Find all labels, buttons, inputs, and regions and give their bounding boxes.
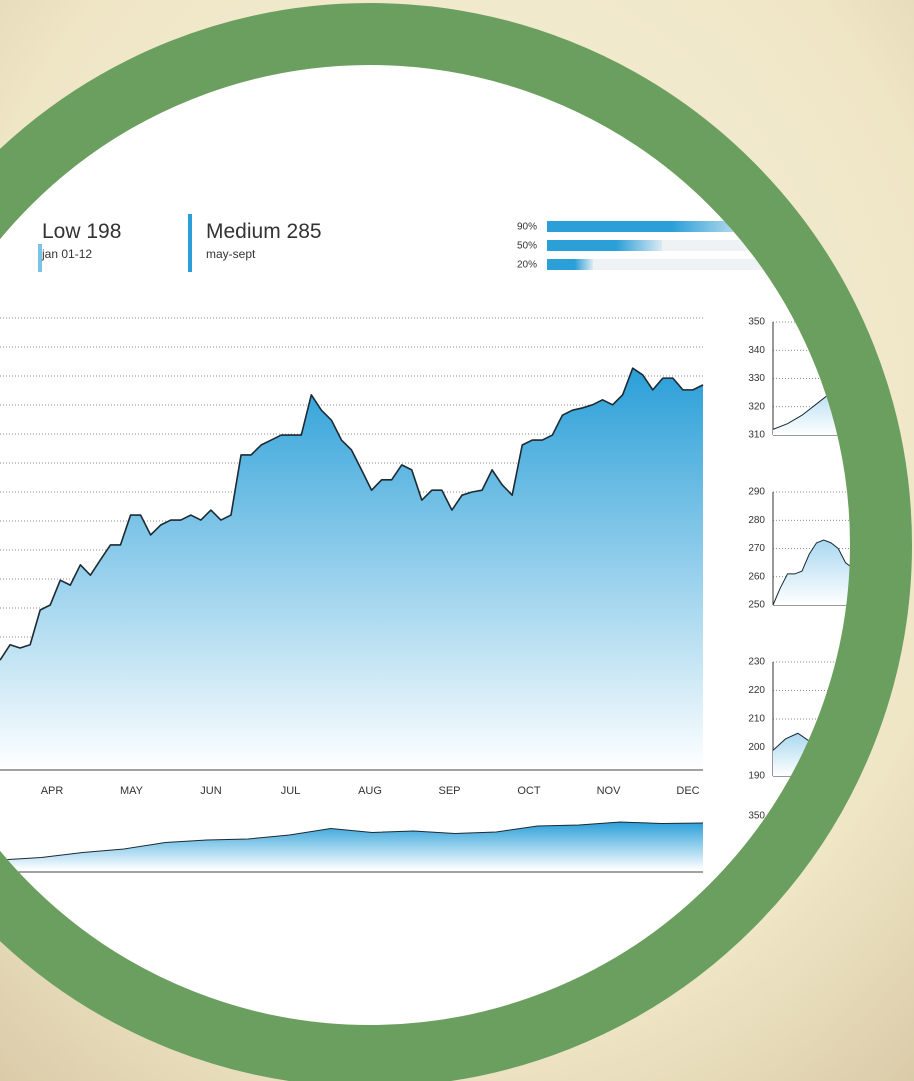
bar-label: 90%: [517, 222, 537, 233]
y-tick-label: 260: [748, 571, 765, 582]
x-tick-label: OCT: [517, 785, 541, 797]
y-tick-label: 290: [748, 487, 765, 498]
bar-label: 20%: [517, 260, 537, 271]
stat-marker: [188, 214, 192, 272]
scene: Low 198 jan 01-12 Medium 285 may-sept 90…: [0, 0, 914, 1081]
y-tick-label: 350: [748, 811, 765, 822]
y-tick-label: 340: [748, 345, 765, 356]
y-tick-label: 280: [748, 515, 765, 526]
y-tick-label: 190: [748, 771, 765, 782]
x-tick-label: SEP: [438, 785, 460, 797]
y-tick-label: 270: [748, 543, 765, 554]
y-tick-label: 350: [748, 317, 765, 328]
x-tick-label: JUL: [281, 785, 301, 797]
y-tick-label: 320: [748, 401, 765, 412]
y-tick-label: 230: [748, 657, 765, 668]
x-tick-label: APR: [41, 785, 64, 797]
bar: [547, 259, 593, 270]
page: Low 198 jan 01-12 Medium 285 may-sept 90…: [0, 0, 914, 1081]
stat-period: may-sept: [206, 247, 256, 261]
bar: [547, 221, 754, 232]
y-tick-label: 250: [748, 600, 765, 611]
stat-label: Low 198: [42, 220, 121, 243]
bar-label: 50%: [517, 241, 537, 252]
x-tick-label: NOV: [597, 785, 622, 797]
x-tick-label: AUG: [358, 785, 382, 797]
x-tick-label: DEC: [676, 785, 699, 797]
y-tick-label: 220: [748, 685, 765, 696]
stat-label: Medium 285: [206, 220, 322, 243]
x-tick-label: MAY: [120, 785, 144, 797]
bar: [547, 240, 662, 251]
y-tick-label: 210: [748, 714, 765, 725]
stat-period: jan 01-12: [41, 247, 92, 261]
y-tick-label: 330: [748, 373, 765, 384]
y-tick-label: 310: [748, 430, 765, 441]
x-tick-label: JUN: [200, 785, 221, 797]
y-tick-label: 200: [748, 742, 765, 753]
